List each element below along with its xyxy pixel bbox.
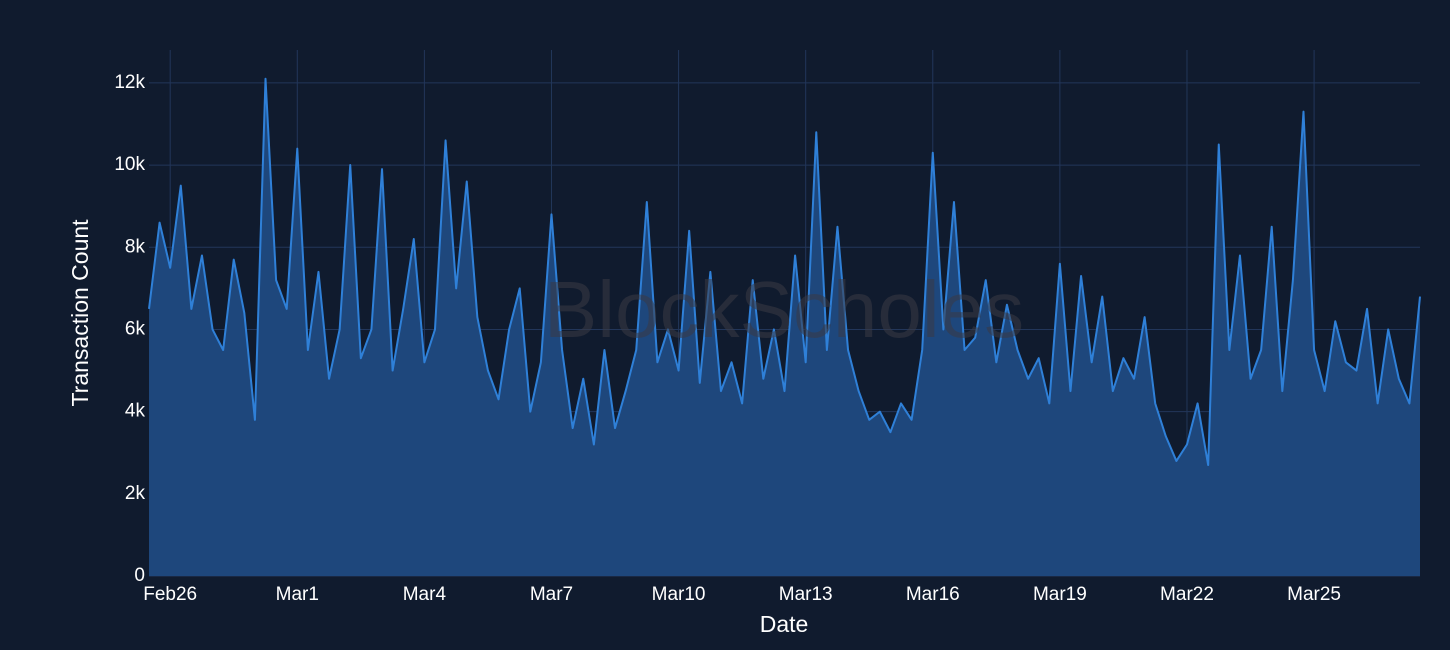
y-tick-label: 4k [125, 401, 146, 422]
x-tick-label: Mar25 [1287, 584, 1341, 605]
x-axis-label: Date [760, 611, 809, 637]
y-tick-label: 12k [114, 72, 145, 93]
x-tick-label: Mar19 [1033, 584, 1087, 605]
line [148, 77, 1421, 467]
watermark: BlockScholes [544, 265, 1024, 354]
y-axis-label: Transaction Count [67, 219, 93, 407]
x-tick-label: Mar16 [906, 584, 960, 605]
x-tick-label: Mar13 [779, 584, 833, 605]
y-tick-label: 10k [114, 154, 145, 175]
x-tick-label: Mar22 [1160, 584, 1214, 605]
y-tick-label: 0 [134, 565, 145, 586]
y-tick-label: 8k [125, 236, 146, 257]
x-tick-label: Mar4 [403, 584, 447, 605]
y-tick-label: 2k [125, 483, 146, 504]
x-tick-label: Mar1 [276, 584, 319, 605]
x-tick-label: Mar7 [530, 584, 573, 605]
area-fill [149, 78, 1420, 577]
x-tick-label: Feb26 [143, 584, 197, 605]
plot [148, 77, 1421, 577]
x-tick-label: Mar10 [652, 584, 706, 605]
y-tick-label: 6k [125, 318, 146, 339]
